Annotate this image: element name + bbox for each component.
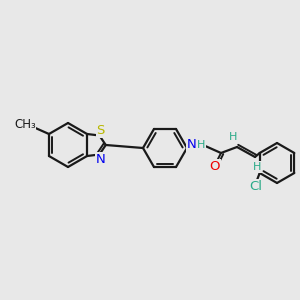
Text: N: N bbox=[95, 153, 105, 166]
Text: CH₃: CH₃ bbox=[14, 118, 36, 130]
Text: H: H bbox=[229, 132, 237, 142]
Text: S: S bbox=[96, 124, 105, 137]
Text: N: N bbox=[186, 139, 196, 152]
Text: H: H bbox=[197, 140, 205, 150]
Text: O: O bbox=[210, 160, 220, 172]
Text: Cl: Cl bbox=[249, 179, 262, 193]
Text: H: H bbox=[253, 162, 261, 172]
